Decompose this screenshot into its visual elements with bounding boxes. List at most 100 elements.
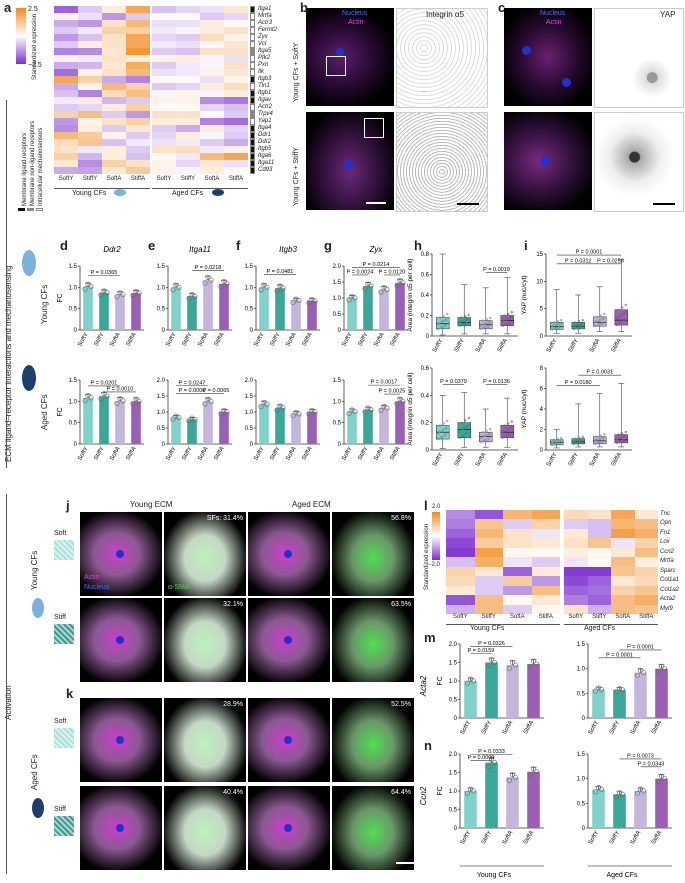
data-point — [513, 662, 519, 668]
heatmap-a-aged-cell — [224, 83, 248, 90]
data-point — [618, 322, 621, 325]
heatmap-a-young-cell — [102, 62, 126, 69]
bar — [291, 413, 301, 444]
data-point — [280, 405, 286, 411]
bar — [464, 791, 477, 828]
data-point — [117, 290, 123, 296]
data-point — [464, 790, 470, 796]
nucleus-dot — [284, 736, 292, 744]
heatmap-a-young-cell — [54, 118, 78, 125]
heatmap-a-aged-cell — [176, 132, 200, 139]
data-point — [444, 319, 447, 322]
heatmap-a-gene-label: Fermt2 — [258, 27, 278, 33]
x-tick-label: StiffA — [523, 720, 535, 735]
x-tick-label: SoftA — [475, 452, 488, 468]
bar — [219, 283, 229, 330]
data-point — [189, 415, 195, 421]
heatmap-a-category-swatch — [250, 20, 255, 27]
data-point — [349, 293, 355, 299]
heatmap-l-aged-col-label: StiffY — [592, 614, 607, 620]
bar — [464, 681, 477, 718]
heatmap-l-aged-cols: SoftY StiffY SoftA StiffA — [564, 614, 658, 623]
data-point — [551, 325, 554, 328]
box — [435, 317, 450, 330]
data-point — [556, 320, 559, 323]
data-point — [439, 436, 443, 440]
bar-chart-panel: 0 0.5 1.0 1.5 SoftY StiffY SoftA StiffA P = 0.02… — [57, 378, 144, 462]
data-point — [594, 442, 597, 446]
data-point — [186, 295, 192, 301]
heatmap-l-young-cell — [531, 585, 560, 596]
data-point — [296, 411, 302, 417]
heatmap-a-aged-cell — [200, 125, 224, 132]
heatmap-a-aged-cell — [176, 90, 200, 97]
x-tick-label: SoftA — [589, 338, 602, 354]
data-point — [218, 284, 224, 290]
data-point — [551, 328, 554, 331]
x-tick-label: StiffA — [611, 338, 623, 353]
data-point — [615, 438, 618, 441]
data-point — [293, 409, 299, 415]
heatmap-a-young-cell — [102, 83, 126, 90]
heatmap-a-young-cell — [126, 160, 150, 167]
heatmap-a-aged-cell — [224, 146, 248, 153]
data-point — [620, 791, 626, 797]
data-point — [365, 405, 371, 411]
heatmap-a-aged-cell — [152, 83, 176, 90]
x-tick-label: SoftA — [197, 332, 210, 348]
x-tick-label: StiffA — [389, 446, 401, 461]
heatmap-a-category-swatch — [250, 27, 255, 34]
young-cell-icon — [114, 189, 126, 196]
data-point — [462, 427, 465, 431]
heatmap-a-young-cell — [102, 167, 126, 174]
bar — [219, 412, 229, 444]
data-point — [439, 326, 443, 330]
bar — [347, 411, 357, 444]
micrograph-c-young-stiffy — [504, 112, 592, 210]
data-point — [312, 409, 318, 415]
heatmap-a-young-cell — [54, 111, 78, 118]
heatmap-a-category-swatch — [250, 97, 255, 104]
heatmap-a-aged-cell — [152, 97, 176, 104]
data-point — [481, 431, 485, 434]
x-tick-label: StiffA — [651, 720, 663, 735]
x-tick-label: SoftA — [285, 332, 298, 348]
heatmap-a-aged-cell — [176, 167, 200, 174]
heatmap-a-aged-cell — [224, 48, 248, 55]
heatmap-a-young-cell — [126, 111, 150, 118]
heatmap-a-aged-cell — [200, 76, 224, 83]
heatmap-a-gene-labels: Itga1 Mrtfa Actr3 Fermt2 Zyx Vcl Itga5 Ptk2 Pxn I… — [258, 6, 298, 174]
y-tick-label: 0.5 — [577, 801, 586, 807]
data-point — [258, 287, 264, 293]
heatmap-a-category-swatch — [250, 160, 255, 167]
data-point — [594, 325, 597, 328]
heatmap-l-young-cell — [531, 538, 560, 548]
y-tick-label: 1.5 — [449, 771, 458, 777]
x-tick-label: SoftA — [373, 446, 386, 462]
heatmap-a-young-cell — [126, 132, 150, 139]
x-tick-label: SoftY — [588, 830, 601, 846]
data-point — [306, 300, 312, 306]
y-axis-label: FC — [437, 786, 444, 795]
pvalue-label: P = 0.0333 — [478, 749, 505, 755]
side-divider-line-top — [6, 100, 7, 468]
data-point — [510, 311, 513, 314]
data-point — [507, 665, 513, 671]
data-point — [470, 788, 476, 794]
data-point — [464, 432, 468, 436]
data-point — [579, 438, 583, 442]
data-point — [558, 323, 561, 326]
nucleus-dot — [116, 824, 124, 832]
nucleus-dot — [116, 736, 124, 744]
heatmap-l-young-cell — [446, 604, 475, 614]
heatmap-l-young-cell — [474, 519, 503, 529]
k-micrograph-asma: 40.4% — [164, 786, 246, 870]
bar — [203, 280, 213, 330]
heatmap-a-young-cell — [102, 111, 126, 118]
heatmap-a-young-cell — [102, 90, 126, 97]
heatmap-a-category-swatch — [250, 69, 255, 76]
sf-percentage: 63.5% — [391, 601, 411, 608]
heatmap-l-aged-cell — [611, 547, 635, 558]
data-point — [486, 325, 489, 328]
heatmap-a-aged-cell — [152, 111, 176, 118]
